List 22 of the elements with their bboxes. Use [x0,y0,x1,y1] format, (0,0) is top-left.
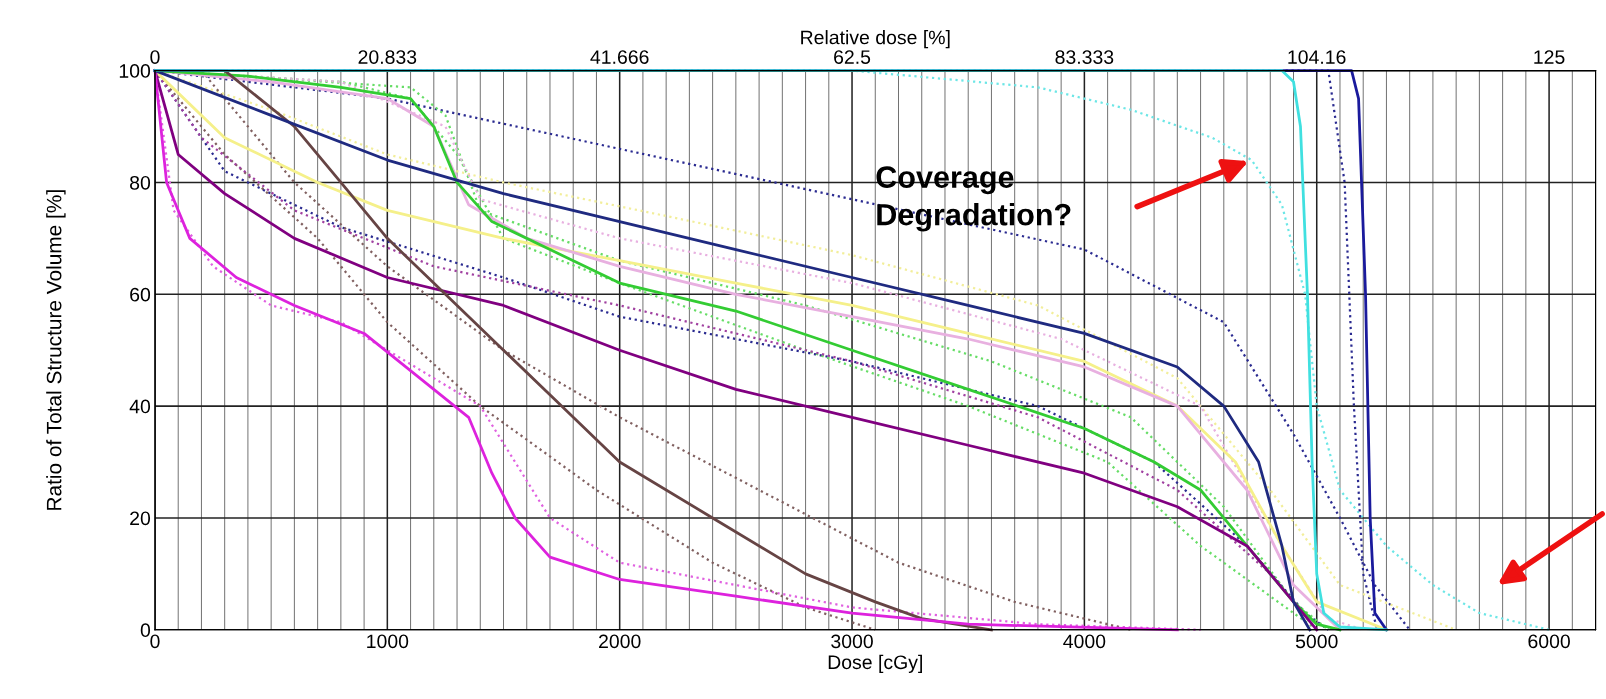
y-tick-label: 60 [130,287,151,302]
x-axis-title: Dose [cGy] [828,654,922,673]
x-tick-label: 5000 [1295,634,1338,649]
y-tick-label: 40 [129,399,151,414]
y-tick-label: 0 [140,623,151,638]
x-tick-label: 2000 [599,634,641,649]
x-tick-label: 6000 [1528,634,1570,649]
x2-tick-label: 62.5 [834,50,871,64]
x2-axis-title: Relative dose [%] [801,30,950,49]
y-tick-label: 80 [130,175,151,190]
x2-tick-label: 41.666 [590,50,649,64]
x-tick-label: 4000 [1063,634,1106,649]
x-tick-label: 3000 [831,634,873,649]
x2-tick-label: 125 [1534,50,1565,64]
y-tick-label: 100 [119,64,151,78]
x-tick-label: 1000 [367,634,409,649]
x2-tick-label: 0 [150,50,160,64]
x2-tick-label: 104.16 [1288,50,1346,64]
x2-tick-label: 83.333 [1055,50,1114,64]
y-tick-label: 20 [130,511,151,526]
x2-tick-label: 20.833 [358,50,417,64]
y-axis-title: Ratio of Total Structure Volume [%] [46,190,66,510]
